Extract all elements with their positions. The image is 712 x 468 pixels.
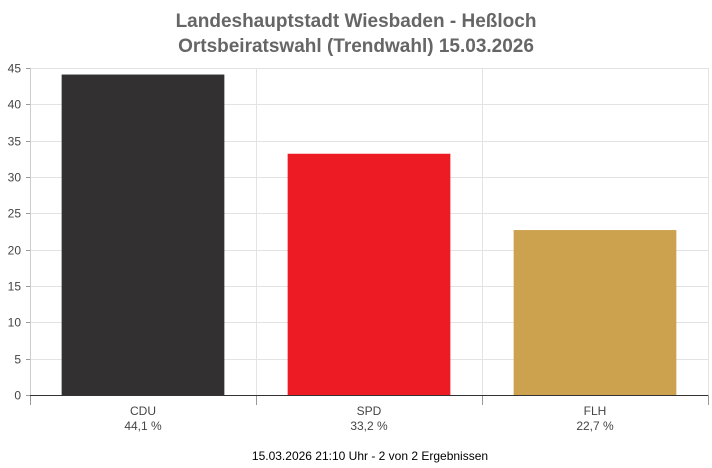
category-label: CDU (130, 404, 156, 418)
chart-title-line2: Ortsbeiratswahl (Trendwahl) 15.03.2026 (178, 36, 534, 57)
category-label: FLH (584, 404, 607, 418)
y-tick-label: 20 (8, 244, 22, 258)
category-label: SPD (357, 404, 382, 418)
bars (61, 74, 677, 395)
bar-cdu (61, 74, 225, 395)
y-tick-label: 10 (8, 316, 22, 330)
y-tick-label: 25 (8, 207, 22, 221)
results-status-text: 15.03.2026 21:10 Uhr - 2 von 2 Ergebniss… (252, 449, 488, 463)
bar-flh (513, 230, 677, 395)
y-tick-label: 5 (14, 353, 21, 367)
y-axis-ticks: 0 5 10 15 20 25 30 35 40 45 (8, 62, 30, 403)
percent-label: 33,2 % (350, 419, 388, 433)
percent-label: 22,7 % (576, 419, 614, 433)
y-tick-label: 45 (8, 62, 22, 76)
chart-title-line1: Landeshauptstadt Wiesbaden - Heßloch (176, 11, 537, 32)
percent-label: 44,1 % (124, 419, 162, 433)
axes (30, 68, 709, 405)
y-tick-label: 15 (8, 280, 22, 294)
y-tick-label: 0 (14, 389, 21, 403)
bar-spd (287, 153, 451, 395)
y-tick-label: 40 (8, 98, 22, 112)
y-tick-label: 35 (8, 135, 22, 149)
y-tick-label: 30 (8, 171, 22, 185)
